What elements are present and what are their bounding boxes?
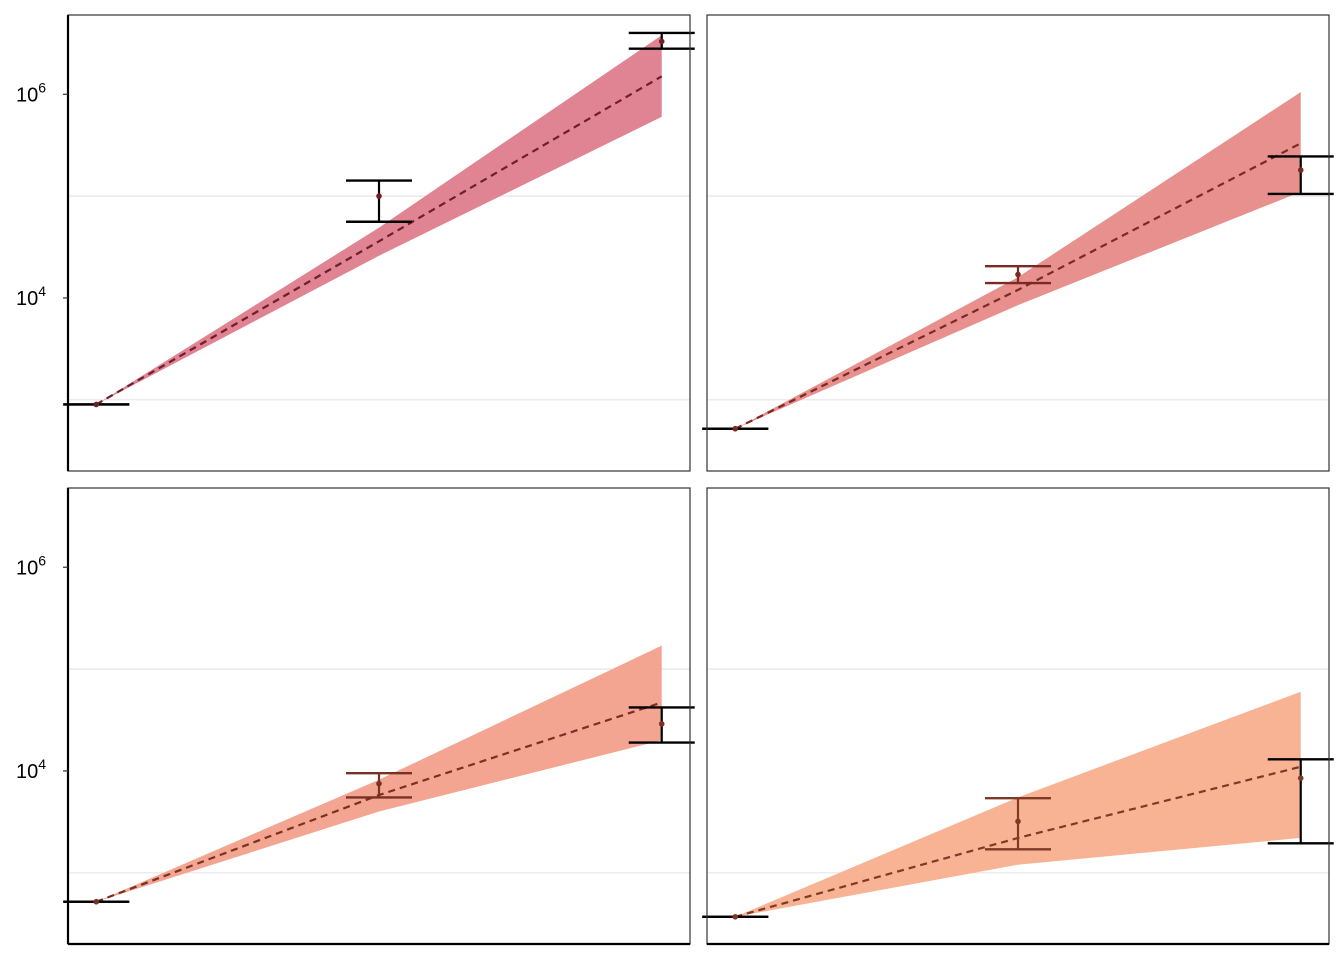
y-tick-exponent: 4 bbox=[38, 756, 46, 772]
fit-line bbox=[95, 75, 663, 406]
panel-background bbox=[707, 15, 1329, 471]
error-bar bbox=[346, 179, 412, 223]
y-tick-exponent: 4 bbox=[38, 283, 46, 299]
data-point bbox=[376, 780, 382, 787]
data-point bbox=[1015, 818, 1021, 825]
y-tick-label: 106 bbox=[16, 552, 46, 579]
data-point bbox=[93, 401, 100, 408]
y-tick-label: 104 bbox=[16, 756, 46, 783]
data-point bbox=[732, 913, 739, 920]
fit-line bbox=[734, 142, 1302, 430]
data-point bbox=[93, 898, 100, 905]
y-tick-base: 10 bbox=[16, 84, 38, 106]
data-point bbox=[1297, 167, 1304, 173]
data-point bbox=[732, 425, 739, 432]
y-tick-base: 10 bbox=[16, 288, 38, 310]
panel-border bbox=[706, 14, 1330, 472]
y-tick-exponent: 6 bbox=[38, 79, 46, 95]
y-tick-label: 106 bbox=[16, 79, 46, 106]
data-point bbox=[1015, 271, 1021, 278]
data-point bbox=[658, 721, 665, 727]
panel-2 bbox=[702, 14, 1334, 472]
y-tick-base: 10 bbox=[16, 761, 38, 783]
panel-4 bbox=[702, 487, 1334, 946]
error-bar bbox=[1267, 758, 1334, 845]
error-bar bbox=[1267, 155, 1334, 196]
y-tick-exponent: 6 bbox=[38, 552, 46, 568]
data-point bbox=[376, 193, 382, 199]
panel-background bbox=[707, 488, 1329, 944]
data-point bbox=[658, 38, 665, 45]
y-tick-base: 10 bbox=[16, 557, 38, 579]
y-tick-label: 104 bbox=[16, 283, 46, 310]
data-point bbox=[1297, 775, 1304, 781]
